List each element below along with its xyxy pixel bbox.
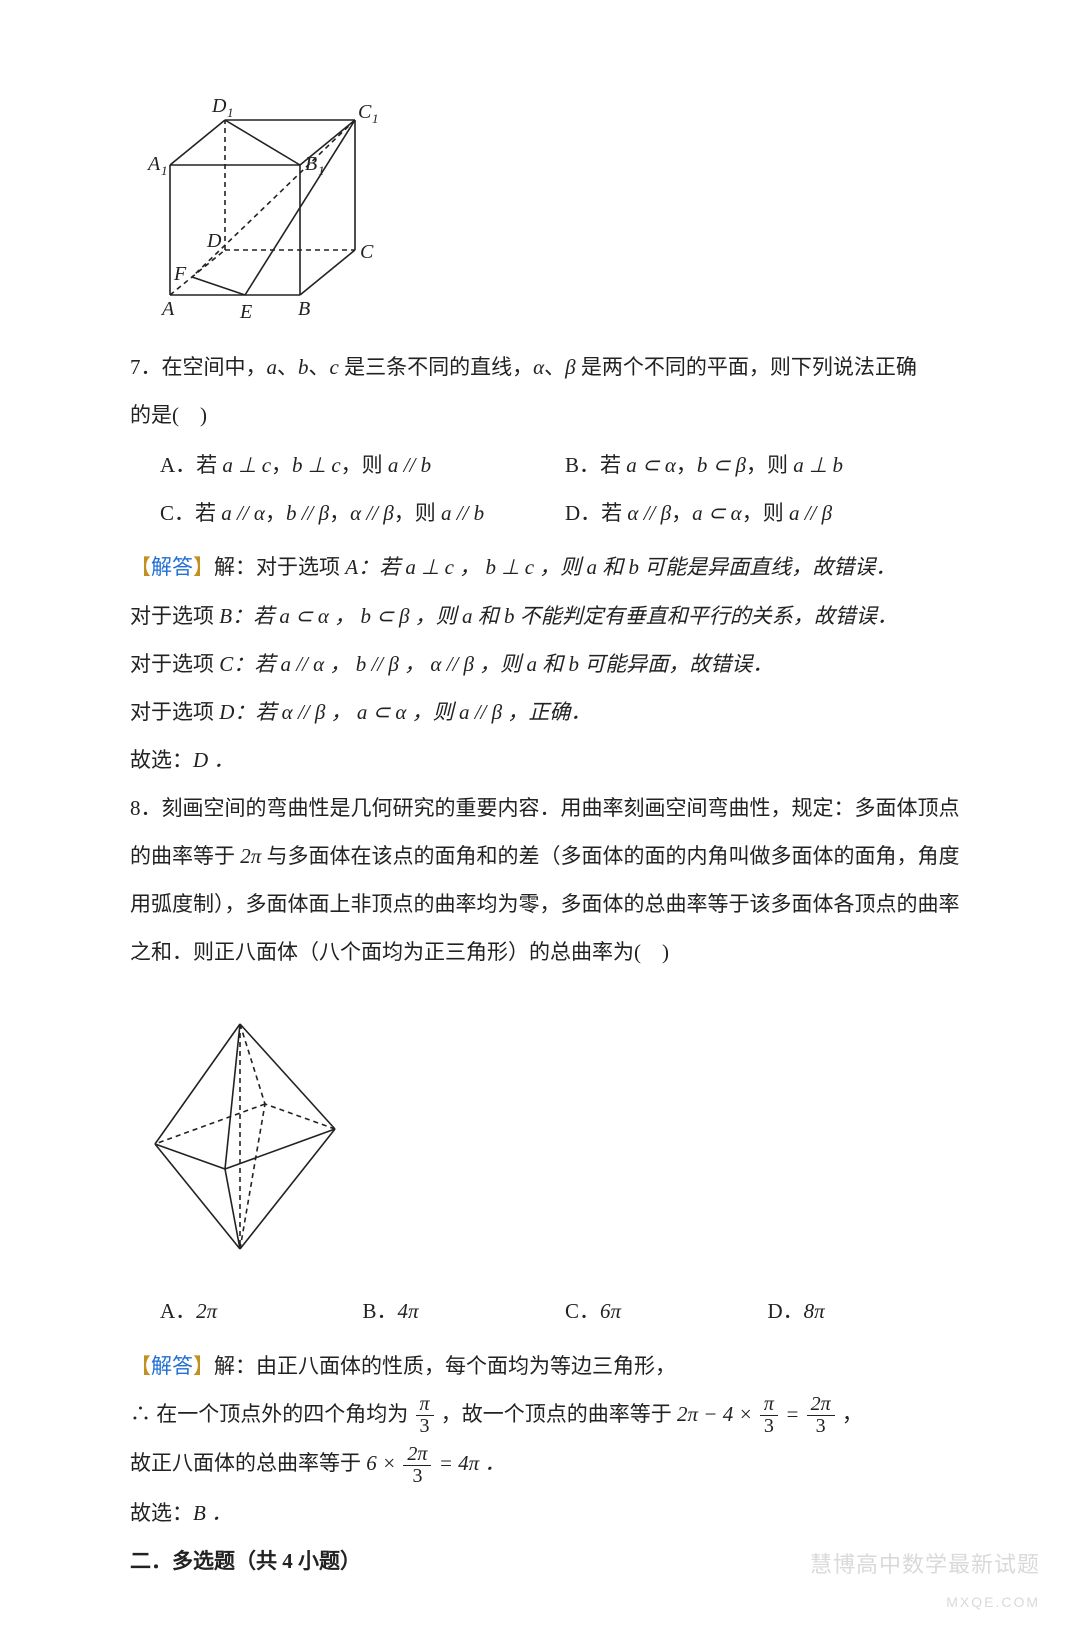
watermark-sub: MXQE.COM bbox=[810, 1588, 1040, 1617]
svg-text:C: C bbox=[360, 241, 374, 263]
frac-pi-3-b: π3 bbox=[760, 1394, 778, 1437]
bracket-open: 【 bbox=[130, 555, 151, 579]
svg-text:1: 1 bbox=[372, 111, 379, 126]
svg-text:D: D bbox=[211, 95, 227, 117]
var-beta: β bbox=[565, 355, 575, 379]
q7-options: A．若 a ⊥ c，b ⊥ c，则 a // b B．若 a ⊂ α，b ⊂ β… bbox=[160, 443, 970, 539]
var-a: a bbox=[267, 355, 278, 379]
svg-text:D: D bbox=[206, 230, 222, 252]
q7-answer-b: 对于选项 B：若 a ⊂ α ， b ⊂ β ，则 a 和 b 不能判定有垂直和… bbox=[130, 594, 970, 638]
q8-answer-l3: 故正八面体的总曲率等于 6 × 2π3 = 4π ． bbox=[130, 1441, 970, 1487]
svg-text:F: F bbox=[173, 263, 187, 285]
svg-text:1: 1 bbox=[318, 163, 325, 178]
var-b: b bbox=[298, 355, 309, 379]
svg-text:A: A bbox=[146, 153, 161, 175]
figure-octahedron bbox=[130, 1004, 970, 1279]
q8-stem-l2: 的曲率等于 2π 与多面体在该点的面角和的差（多面体的面的内角叫做多面体的面角，… bbox=[130, 834, 970, 878]
q8-stem-l1: 8．刻画空间的弯曲性是几何研究的重要内容．用曲率刻画空间弯曲性，规定：多面体顶点 bbox=[130, 786, 970, 830]
frac-pi-3: π3 bbox=[416, 1394, 434, 1437]
q8-answer-l2: ∴ 在一个顶点外的四个角均为 π3 ，故一个顶点的曲率等于 2π − 4 × π… bbox=[130, 1392, 970, 1438]
q7-final: 故选：D ． bbox=[130, 738, 970, 782]
q7-answer-a: 【解答】解：对于选项 A：若 a ⊥ c ， b ⊥ c ，则 a 和 b 可能… bbox=[130, 545, 970, 589]
q8-option-c: C．6π bbox=[565, 1289, 768, 1333]
q7-option-b: B．若 a ⊂ α，b ⊂ β，则 a ⊥ b bbox=[565, 443, 970, 487]
svg-text:1: 1 bbox=[227, 105, 234, 120]
q7-stem-text: 7．在空间中， bbox=[130, 355, 267, 379]
q8-option-a: A．2π bbox=[160, 1289, 363, 1333]
q8-stem-l3: 用弧度制），多面体面上非顶点的曲率均为零，多面体的总曲率等于该多面体各顶点的曲率 bbox=[130, 882, 970, 926]
bracket-close: 】 bbox=[193, 555, 214, 579]
q8-answer-l1: 【解答】解：由正八面体的性质，每个面均为等边三角形， bbox=[130, 1344, 970, 1388]
figure-cube: A E B C D F A1 B1 C1 D1 bbox=[130, 70, 970, 335]
q8-options: A．2π B．4π C．6π D．8π bbox=[160, 1289, 970, 1337]
frac-2pi-3-b: 2π3 bbox=[403, 1444, 431, 1487]
q8-stem-l4: 之和．则正八面体（八个面均为正三角形）的总曲率为( ) bbox=[130, 930, 970, 974]
watermark: 慧博高中数学最新试题 MXQE.COM bbox=[810, 1542, 1040, 1618]
answer-label: 解答 bbox=[151, 555, 193, 579]
q7-option-c: C．若 a // α，b // β，α // β，则 a // b bbox=[160, 491, 565, 535]
q7-answer-d: 对于选项 D：若 α // β ， a ⊂ α ，则 a // β ，正确． bbox=[130, 690, 970, 734]
q7-answer-c: 对于选项 C：若 a // α ， b // β ， α // β ，则 a 和… bbox=[130, 642, 970, 686]
svg-text:E: E bbox=[239, 301, 252, 320]
watermark-main: 慧博高中数学最新试题 bbox=[810, 1552, 1040, 1577]
var-alpha: α bbox=[533, 355, 544, 379]
svg-text:A: A bbox=[160, 298, 175, 320]
svg-text:B: B bbox=[298, 298, 310, 320]
q7-stem-line2: 的是( ) bbox=[130, 393, 970, 437]
q7-option-a: A．若 a ⊥ c，b ⊥ c，则 a // b bbox=[160, 443, 565, 487]
q8-option-d: D．8π bbox=[768, 1289, 971, 1333]
svg-text:C: C bbox=[358, 101, 372, 123]
q7-option-d: D．若 α // β，a ⊂ α，则 a // β bbox=[565, 491, 970, 535]
q8-final: 故选：B ． bbox=[130, 1491, 970, 1535]
svg-text:1: 1 bbox=[161, 163, 168, 178]
q8-option-b: B．4π bbox=[363, 1289, 566, 1333]
svg-text:B: B bbox=[305, 153, 317, 175]
q7-stem: 7．在空间中，a、b、c 是三条不同的直线，α、β 是两个不同的平面，则下列说法… bbox=[130, 345, 970, 389]
frac-2pi-3: 2π3 bbox=[807, 1394, 835, 1437]
var-c: c bbox=[330, 355, 339, 379]
